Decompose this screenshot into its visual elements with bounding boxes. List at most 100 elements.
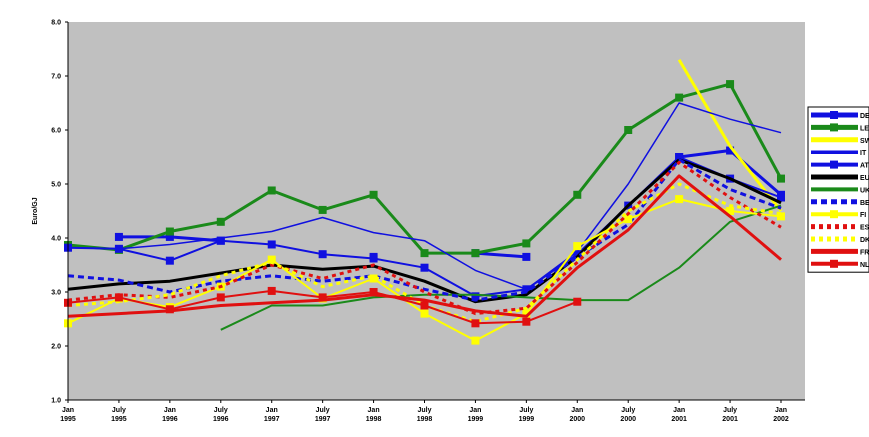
data-point [267, 286, 276, 295]
data-point [318, 293, 327, 302]
legend-item-nl: NL [811, 259, 869, 269]
legend-label: AT [860, 163, 869, 170]
x-tick-label-month: Jan [571, 407, 583, 414]
x-tick-label-month: July [417, 407, 431, 414]
legend-item-fi: FI [811, 210, 866, 219]
legend-item-de: DE [811, 111, 869, 120]
legend-marker [830, 210, 838, 219]
legend-label: NL [860, 262, 869, 269]
x-tick-label-month: Jan [164, 407, 176, 414]
x-tick-label-year: 1995 [60, 416, 76, 423]
y-tick-label: 7.0 [51, 74, 61, 81]
y-tick-label: 5.0 [51, 182, 61, 189]
data-point [267, 186, 276, 195]
legend-marker [830, 111, 838, 119]
data-point [573, 190, 582, 199]
data-point [777, 193, 785, 202]
data-point [675, 195, 684, 204]
data-point [165, 227, 174, 236]
series-eu [67, 158, 782, 304]
data-point [573, 242, 582, 251]
x-tick-label-month: Jan [673, 407, 685, 414]
legend-item-at: AT [811, 160, 869, 170]
x-tick-label-month: July [621, 407, 635, 414]
x-tick-label-year: 1997 [264, 416, 280, 423]
legend-item-eu: EU [811, 174, 869, 182]
data-point [471, 319, 480, 328]
legend-marker [830, 160, 838, 169]
data-point [573, 297, 582, 306]
y-axis-title: Euro/GJ [32, 197, 39, 224]
data-point [420, 301, 429, 310]
data-point [420, 263, 429, 272]
data-point [573, 250, 582, 259]
legend-label: ES [860, 225, 869, 232]
legend-item-it: IT [811, 150, 867, 157]
legend-item-uk: UK [811, 187, 869, 194]
x-tick-label-year: 1998 [417, 416, 433, 423]
x-tick-label-year: 1999 [468, 416, 484, 423]
data-point [165, 305, 174, 314]
series-line [67, 160, 782, 316]
series-line [475, 251, 527, 259]
x-tick-label-year: 1996 [162, 416, 178, 423]
x-tick-label-month: July [316, 407, 330, 414]
legend-label: LE [860, 125, 869, 132]
x-tick-label-month: July [519, 407, 533, 414]
data-point [522, 317, 531, 326]
y-tick-label: 6.0 [51, 128, 61, 135]
data-point [369, 190, 378, 199]
data-point [777, 174, 785, 183]
series-fr [67, 174, 782, 318]
legend: DE LE SW IT AT EU UK BE FI ES DK FR NL [807, 106, 869, 273]
data-point [216, 217, 225, 226]
legend-label: FR [860, 249, 869, 256]
data-point [726, 146, 735, 155]
legend-item-es: ES [811, 224, 869, 232]
data-point [471, 292, 480, 301]
y-tick-label: 2.0 [51, 344, 61, 351]
x-tick-label-month: Jan [775, 407, 787, 414]
data-point [165, 256, 174, 265]
data-point [522, 239, 531, 248]
legend-label: UK [860, 187, 869, 194]
data-point [369, 274, 378, 283]
x-tick-label-year: 1995 [111, 416, 127, 423]
y-tick-label: 1.0 [51, 398, 61, 405]
legend-item-dk: DK [811, 236, 869, 244]
legend-label: EU [860, 175, 869, 182]
plot-area [68, 22, 805, 400]
legend-item-fr: FR [811, 248, 869, 256]
data-point [216, 236, 225, 245]
legend-label: IT [860, 150, 867, 157]
legend-item-le: LE [811, 123, 869, 132]
y-tick-label: 8.0 [51, 20, 61, 27]
data-point [267, 255, 276, 264]
data-point [726, 207, 735, 215]
legend-marker [830, 123, 838, 132]
legend-label: DE [860, 113, 869, 120]
data-point [114, 244, 123, 253]
data-point [624, 126, 633, 134]
series-line [67, 174, 782, 318]
legend-item-sw: SW [811, 137, 869, 145]
data-point [318, 250, 327, 259]
x-tick-label-year: 2001 [671, 416, 687, 423]
series-uk [220, 204, 782, 331]
x-tick-label-month: July [112, 407, 126, 414]
data-point [522, 252, 531, 261]
x-tick-label-year: 1996 [213, 416, 229, 423]
y-tick-label: 3.0 [51, 290, 61, 297]
data-point [522, 309, 531, 318]
series-line [220, 204, 782, 331]
data-point [624, 215, 633, 224]
legend-label: SW [860, 138, 869, 145]
x-tick-label-month: July [723, 407, 737, 414]
data-point [471, 336, 480, 345]
x-tick-label-year: 1997 [315, 416, 331, 423]
x-tick-label-month: Jan [62, 407, 74, 414]
data-point [675, 93, 684, 102]
x-tick-label-month: Jan [368, 407, 380, 414]
